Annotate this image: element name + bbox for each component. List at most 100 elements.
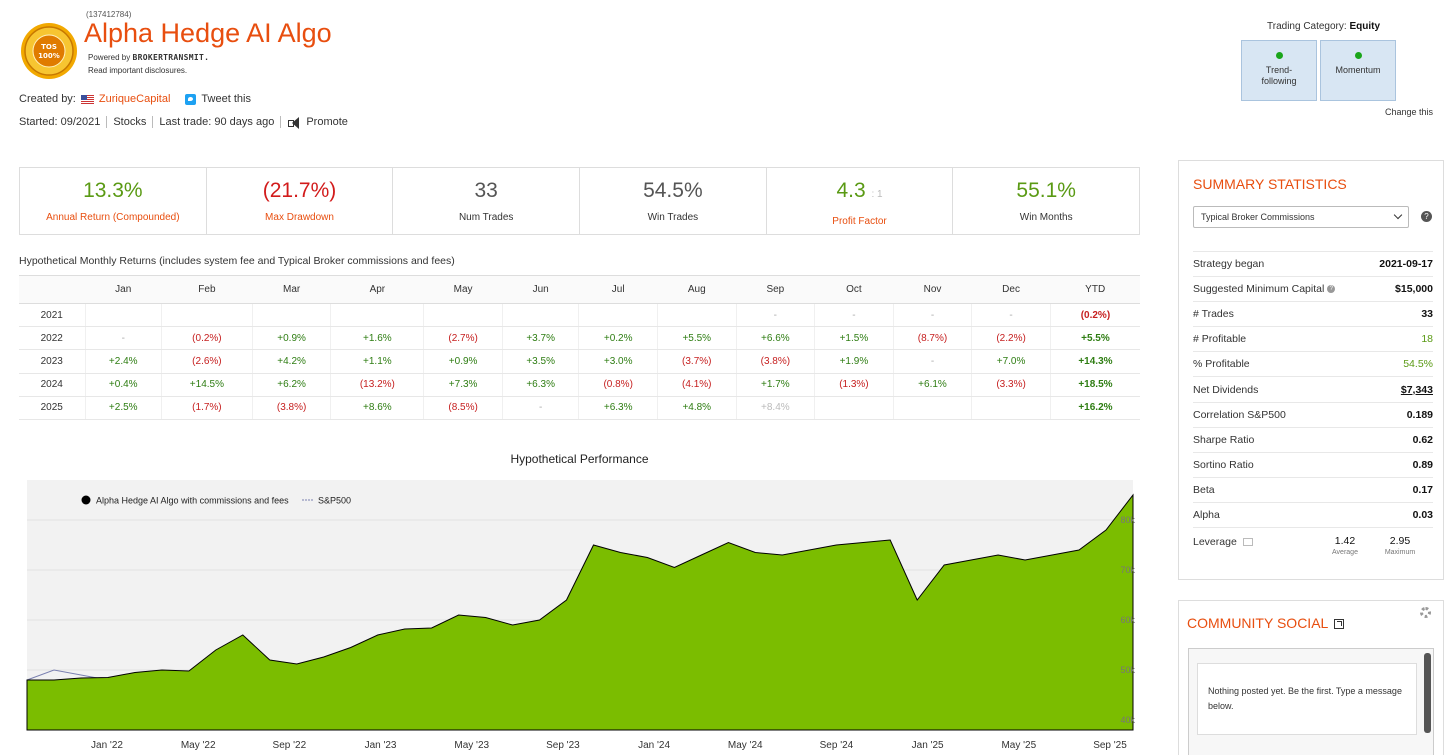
x-tick-label: Sep '24 bbox=[820, 740, 854, 751]
stat-label[interactable]: Annual Return (Compounded) bbox=[46, 212, 180, 223]
return-cell: +3.7% bbox=[501, 326, 579, 351]
summary-label: Sortino Ratio bbox=[1193, 458, 1254, 471]
category-box-momentum[interactable]: Momentum bbox=[1320, 40, 1396, 101]
month-column-header: Jan bbox=[85, 275, 162, 304]
x-tick-label: Jan '24 bbox=[638, 740, 670, 751]
ytd-cell: +16.2% bbox=[1049, 396, 1140, 420]
stat-label[interactable]: Max Drawdown bbox=[265, 212, 334, 223]
year-column-header bbox=[19, 275, 85, 304]
return-cell: +2.4% bbox=[84, 349, 162, 374]
summary-row: # Trades 33 bbox=[1193, 301, 1433, 326]
return-cell: (8.5%) bbox=[423, 396, 503, 420]
tweet-link[interactable]: Tweet this bbox=[201, 93, 251, 105]
category-box-trend-following[interactable]: Trend-following bbox=[1241, 40, 1317, 101]
month-column-header: Feb bbox=[161, 275, 253, 304]
return-cell bbox=[330, 303, 424, 328]
return-cell: (1.7%) bbox=[160, 396, 253, 420]
category-box-label: Momentum bbox=[1335, 65, 1381, 75]
stat-value: 33 bbox=[474, 179, 498, 202]
x-tick-label: May '22 bbox=[181, 740, 216, 751]
social-title-text[interactable]: COMMUNITY SOCIAL bbox=[1187, 615, 1329, 631]
creator-link[interactable]: ZuriqueCapital bbox=[98, 93, 171, 105]
summary-row: Sortino Ratio 0.89 bbox=[1193, 451, 1433, 477]
performance-chart[interactable]: Jan '22 May '22 Sep '22 Jan '23 May '23 Sep '… bbox=[0, 470, 1140, 755]
month-column-header: Aug bbox=[657, 275, 737, 304]
promote-link[interactable]: Promote bbox=[306, 116, 348, 128]
system-id: (137412784) bbox=[86, 10, 132, 19]
megaphone-icon[interactable] bbox=[287, 116, 301, 129]
return-cell: +5.5% bbox=[656, 326, 737, 351]
summary-value: 33 bbox=[1421, 308, 1433, 321]
summary-label: Suggested Minimum Capital? bbox=[1193, 283, 1336, 295]
chart-legend[interactable]: Alpha Hedge AI Algo with commissions and… bbox=[81, 495, 352, 506]
y-axis-ticks: 40k 50k 60k 70k 80k bbox=[1120, 515, 1135, 725]
return-cell: (1.3%) bbox=[814, 373, 894, 397]
return-cell: +0.9% bbox=[423, 349, 503, 374]
change-category-link[interactable]: Change this bbox=[1385, 107, 1434, 117]
chart-title: Hypothetical Performance bbox=[510, 452, 649, 466]
return-cell: - bbox=[814, 303, 894, 328]
feed-scrollbar[interactable] bbox=[1424, 653, 1431, 733]
disclosures-link[interactable]: Read important disclosures. bbox=[88, 66, 188, 75]
y-tick-label: 60k bbox=[1120, 615, 1135, 625]
key-stats-row: 13.3% Annual Return (Compounded) (21.7%)… bbox=[19, 167, 1140, 235]
svg-text:100%: 100% bbox=[38, 52, 60, 60]
summary-row: Sharpe Ratio 0.62 bbox=[1193, 426, 1433, 452]
summary-label: Alpha bbox=[1193, 508, 1220, 521]
return-cell: (3.8%) bbox=[735, 349, 815, 374]
return-cell: +6.3% bbox=[578, 396, 658, 420]
return-cell: +0.9% bbox=[251, 326, 331, 351]
return-cell: +3.0% bbox=[578, 349, 658, 374]
month-column-header: Nov bbox=[893, 275, 972, 304]
help-icon[interactable]: ? bbox=[1421, 211, 1432, 222]
month-column-header: Oct bbox=[814, 275, 894, 304]
meta-separator bbox=[280, 116, 282, 128]
return-cell: (3.7%) bbox=[656, 349, 737, 374]
strategy-meta: Started: 09/2021 Stocks Last trade: 90 d… bbox=[19, 116, 348, 129]
table-header-row: Jan Feb Mar Apr May Jun Jul Aug Sep Oct Nov Dec YTD bbox=[19, 275, 1140, 304]
return-cell bbox=[423, 303, 503, 328]
stat-annual-return: 13.3% Annual Return (Compounded) bbox=[20, 168, 207, 234]
strategy-legend-label[interactable]: Alpha Hedge AI Algo with commissions and… bbox=[96, 496, 289, 506]
social-feed: Nothing posted yet. Be the first. Type a… bbox=[1188, 648, 1434, 755]
asset-class: Stocks bbox=[113, 116, 147, 128]
return-cell: - bbox=[971, 303, 1051, 328]
powered-brand[interactable]: BROKERTRANSMIT. bbox=[132, 53, 210, 62]
return-cell: (13.2%) bbox=[330, 373, 424, 397]
profit-factor-ratio: : 1 bbox=[871, 189, 883, 200]
return-cell: (2.6%) bbox=[160, 349, 253, 374]
stat-value: 54.5% bbox=[643, 179, 703, 202]
return-cell: +7.3% bbox=[423, 373, 503, 397]
gear-icon[interactable] bbox=[1420, 607, 1431, 618]
return-cell: +2.5% bbox=[84, 396, 162, 420]
x-tick-label: Jan '25 bbox=[912, 740, 944, 751]
x-tick-label: Jan '23 bbox=[365, 740, 397, 751]
x-tick-label: Sep '22 bbox=[273, 740, 307, 751]
summary-value[interactable]: $7,343 bbox=[1400, 383, 1433, 396]
chart-icon[interactable] bbox=[1242, 538, 1253, 547]
sp500-legend-label[interactable]: S&P500 bbox=[318, 496, 351, 506]
return-cell: +6.6% bbox=[735, 326, 815, 351]
trading-category-label: Trading Category: Equity bbox=[1267, 21, 1380, 32]
twitter-icon[interactable] bbox=[185, 93, 197, 105]
started-date: Started: 09/2021 bbox=[19, 116, 101, 128]
stat-win-months: 55.1% Win Months bbox=[953, 168, 1139, 234]
month-column-header: Apr bbox=[330, 275, 424, 304]
summary-value: 54.5% bbox=[1403, 358, 1433, 371]
month-column-header: Jul bbox=[578, 275, 658, 304]
help-icon[interactable]: ? bbox=[1327, 285, 1336, 294]
leverage-average: 1.42 Average bbox=[1332, 535, 1358, 557]
trading-category-caption: Trading Category: bbox=[1267, 21, 1347, 32]
stat-label[interactable]: Profit Factor bbox=[832, 216, 887, 227]
commission-select[interactable]: Typical Broker Commissions bbox=[1193, 206, 1409, 228]
stat-max-drawdown: (21.7%) Max Drawdown bbox=[207, 168, 394, 234]
stat-label: Win Trades bbox=[647, 212, 699, 223]
return-cell: +0.2% bbox=[578, 326, 658, 351]
external-link-icon[interactable] bbox=[1334, 619, 1345, 630]
x-tick-label: Jan '22 bbox=[91, 740, 123, 751]
social-title[interactable]: COMMUNITY SOCIAL bbox=[1187, 615, 1345, 631]
stat-win-trades: 54.5% Win Trades bbox=[580, 168, 767, 234]
return-cell: +1.5% bbox=[814, 326, 894, 351]
created-by-row: Created by: ZuriqueCapital Tweet this bbox=[19, 93, 251, 105]
table-body: 2021- - - - (0.2%) 2022- (0.2%) +0.9% +1.6% (2.7%… bbox=[19, 303, 1140, 420]
